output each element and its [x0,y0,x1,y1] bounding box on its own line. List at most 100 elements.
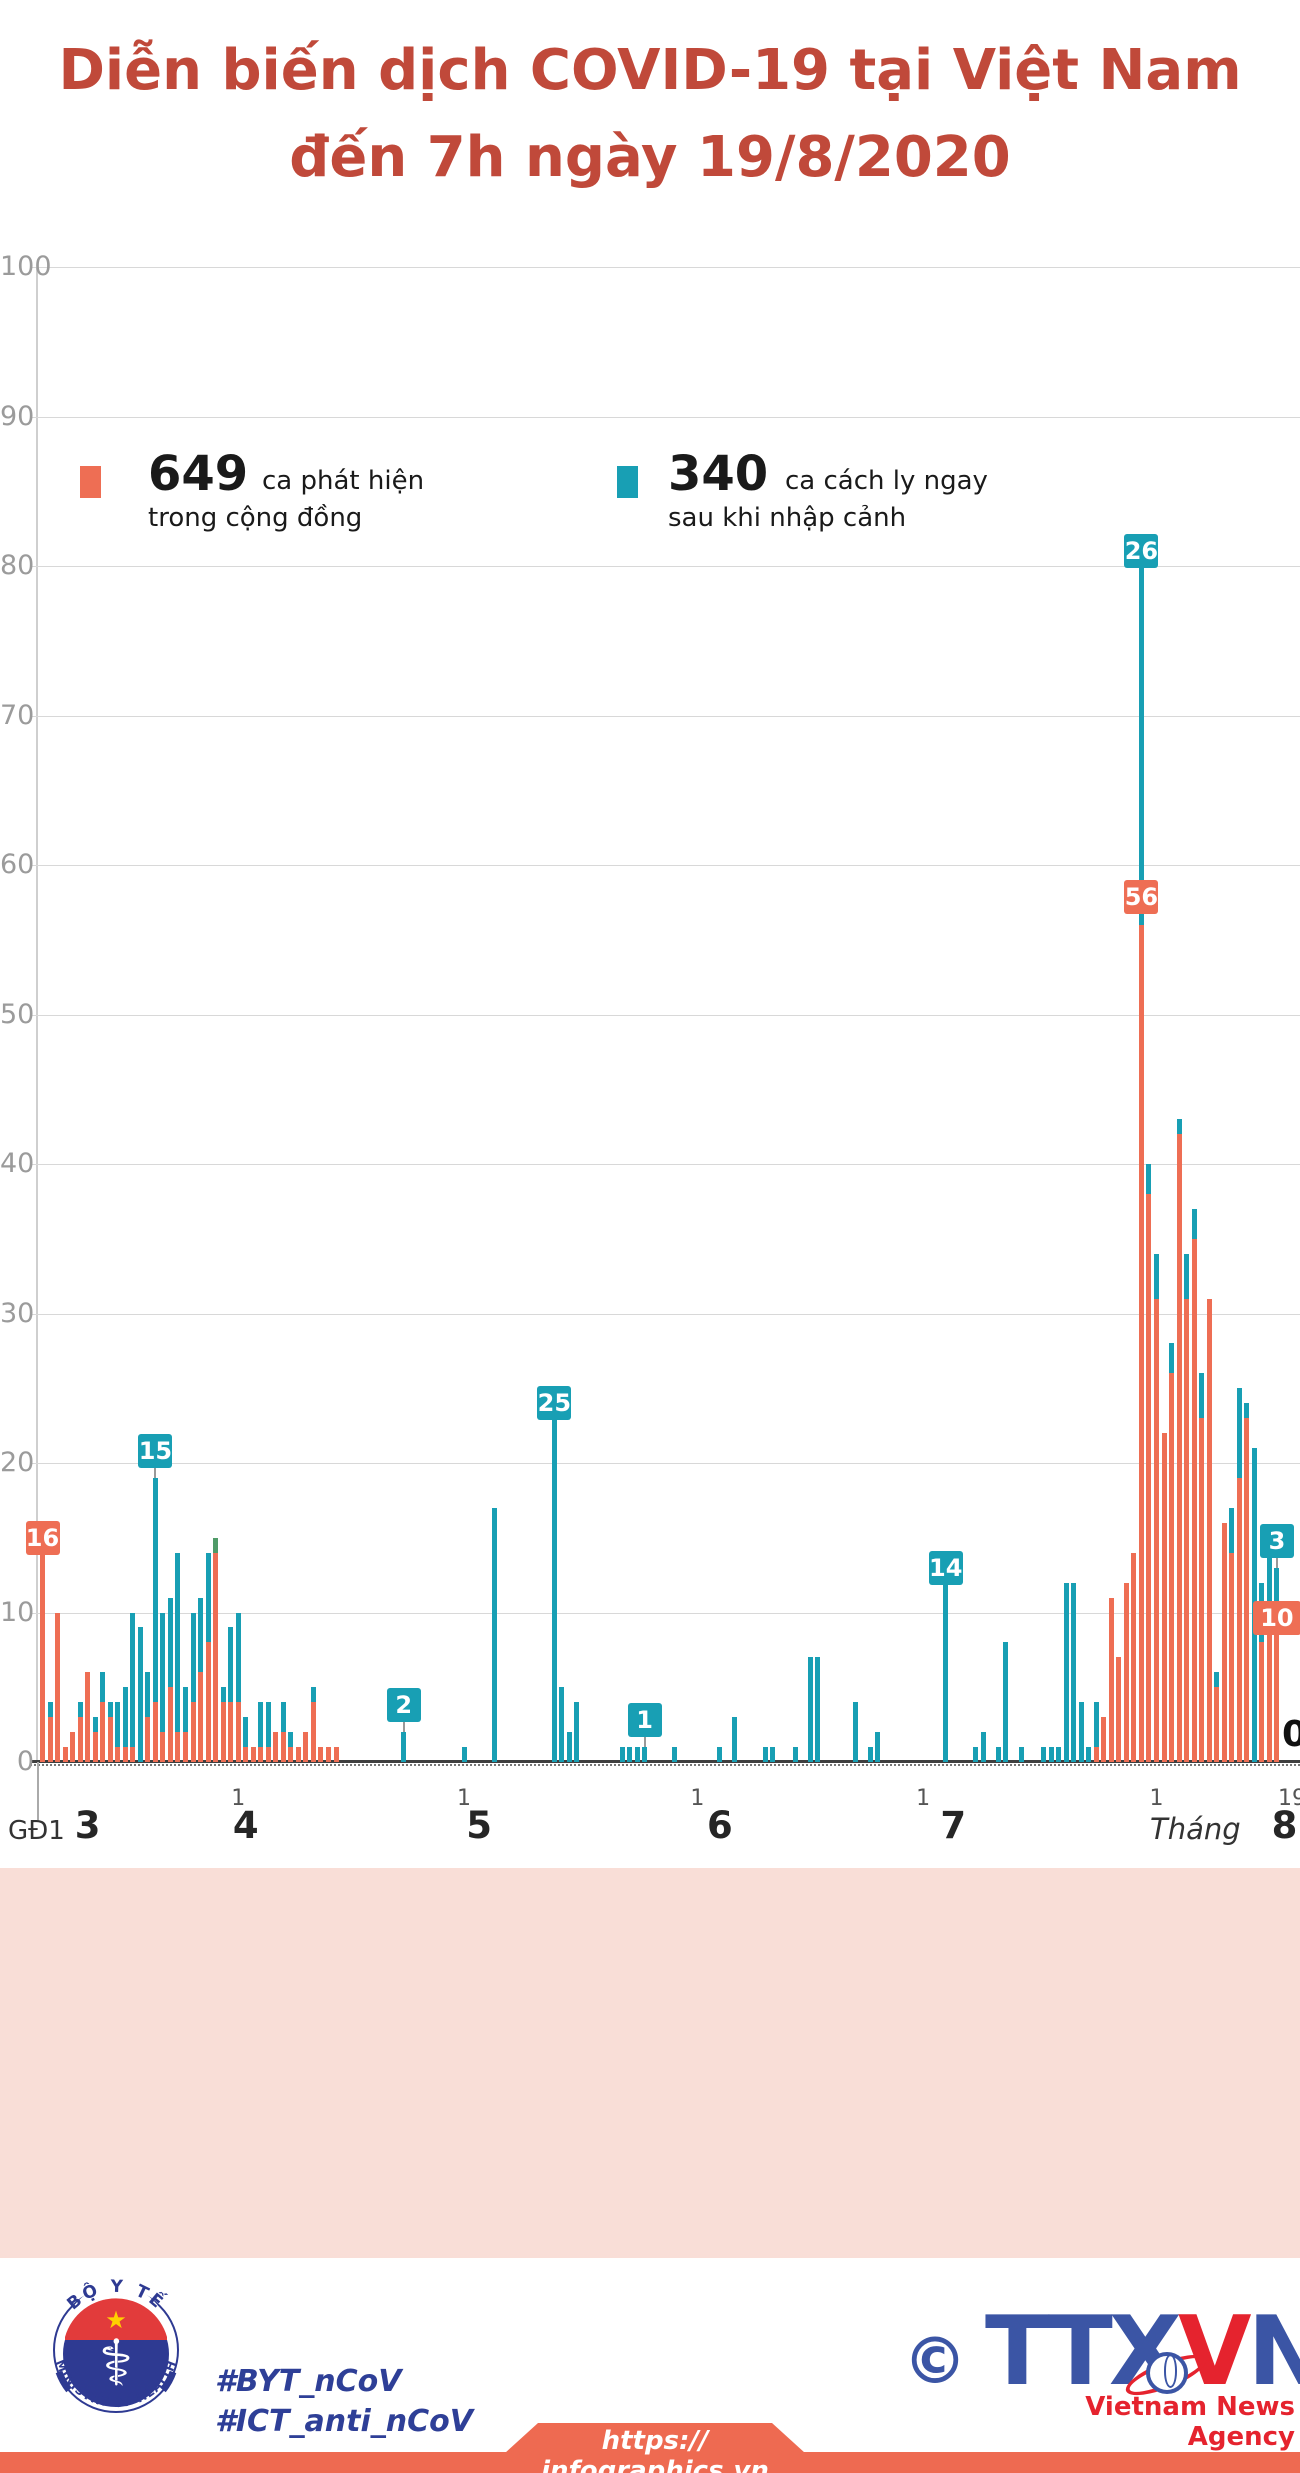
bar-quarantine [145,1672,151,1718]
bar-quarantine [792,1747,798,1762]
bar-community [85,1672,91,1762]
bar-community [228,1702,234,1762]
bar-quarantine [1153,1253,1159,1299]
x-axis-month-label: 7 [940,1804,967,1847]
agency-subtitle: Vietnam News Agency [1085,2392,1295,2452]
bar-community [205,1642,211,1762]
legend-community-swatch [80,466,101,498]
gridline [30,416,1300,418]
bar-community [1199,1418,1205,1762]
bar-community [1093,1747,1099,1762]
bar-community [1146,1193,1152,1762]
bar-quarantine [1078,1702,1084,1762]
bar-quarantine [1048,1747,1054,1762]
bar-quarantine [1191,1208,1197,1239]
bar-quarantine [672,1747,678,1762]
ttxvn-n: N [1247,2297,1300,2407]
y-axis-label: 80 [0,550,35,581]
bar-quarantine [47,1702,53,1718]
bar-quarantine [1199,1373,1205,1419]
bar-quarantine [1236,1388,1242,1478]
y-axis-label: 20 [0,1447,35,1478]
callout-pointer [1275,1557,1278,1568]
gridline [30,1313,1300,1315]
bar-quarantine [228,1627,234,1703]
bar-quarantine [619,1747,625,1762]
seal-star: ★ [105,2306,127,2334]
bar-quarantine [491,1507,497,1762]
bar-quarantine [137,1627,143,1762]
callout-14: 14 [928,1550,963,1585]
bar-community [1123,1582,1129,1762]
bar-community [235,1702,241,1762]
bar-community [243,1747,249,1762]
x-axis-month-label: 3 [74,1804,101,1847]
bar-community [1266,1627,1272,1762]
bar-quarantine [461,1747,467,1762]
bar-quarantine [1176,1119,1182,1135]
bar-community [1161,1433,1167,1762]
x-axis-day-tick: 19 [1277,1786,1300,1811]
bar-community [310,1702,316,1762]
bar-community [1131,1552,1137,1762]
bar-quarantine [943,1552,949,1762]
bar-quarantine [1169,1343,1175,1374]
callout-10: 10 [1252,1601,1300,1635]
stats-panel: 989 Người mắc 525 Bình phục 26 Tử vong 8… [0,1868,1300,2258]
x-axis-line [30,1760,1300,1763]
x-axis-ticks [30,1764,1300,1766]
bar-quarantine [1138,536,1144,925]
footer-strip [0,2452,1300,2473]
bar-community [1101,1717,1107,1762]
x-axis-title: Tháng [1150,1812,1241,1846]
bar-quarantine [1229,1507,1235,1553]
page-title: Diễn biến dịch COVID-19 tại Việt Nam đến… [0,28,1300,202]
daily-cases-chart: GĐ1 Tháng 0 10 20 30 40 50 60 70 80 90 100 1 1 1 1 1 19 3… [0,251,1300,1847]
bar-community [130,1747,136,1762]
x-axis-day-tick: 1 [231,1786,246,1811]
bar-community [160,1732,166,1762]
callout-26: 26 [1124,534,1159,569]
bar-quarantine [235,1612,241,1703]
bar-community [280,1732,286,1762]
bar-quarantine [1214,1672,1220,1688]
bar-quarantine [220,1687,226,1703]
bar-quarantine [732,1717,738,1762]
bar-quarantine [762,1747,768,1762]
bar-green-tip [213,1537,219,1553]
y-axis-label: 90 [0,400,35,432]
footer-url-tab [505,2423,805,2453]
bar-quarantine [167,1597,173,1688]
legend-quarantine-value: 340 [668,446,769,502]
y-axis-label: 10 [0,1596,35,1628]
bar-quarantine [205,1552,211,1643]
gridline [30,566,1300,567]
bar-quarantine [717,1747,723,1762]
phase1-label: GĐ1 [8,1816,65,1846]
bar-community [1138,924,1144,1762]
bar-community [1259,1642,1265,1762]
bar-quarantine [1093,1702,1099,1748]
y-axis-label: 100 [0,251,52,282]
bar-community [295,1747,301,1762]
bar-quarantine [122,1687,128,1748]
callout-1: 1 [627,1703,662,1738]
bar-quarantine [1056,1747,1062,1762]
x-axis-month-label: 8 [1271,1804,1298,1847]
bar-community [107,1717,113,1762]
y-axis-label: 40 [0,1148,35,1179]
gridline [30,1014,1300,1016]
bar-community [77,1717,83,1762]
bar-community [1236,1477,1242,1762]
bar-quarantine [634,1747,640,1762]
bar-quarantine [130,1612,136,1748]
gridline [30,267,1300,268]
bar-quarantine [258,1702,264,1748]
bar-quarantine [875,1732,881,1762]
bar-community [333,1747,339,1762]
bar-community [326,1747,332,1762]
callout-pointer [643,1737,646,1748]
bar-quarantine [100,1672,106,1703]
bar-quarantine [551,1388,557,1762]
bar-quarantine [1244,1403,1250,1419]
